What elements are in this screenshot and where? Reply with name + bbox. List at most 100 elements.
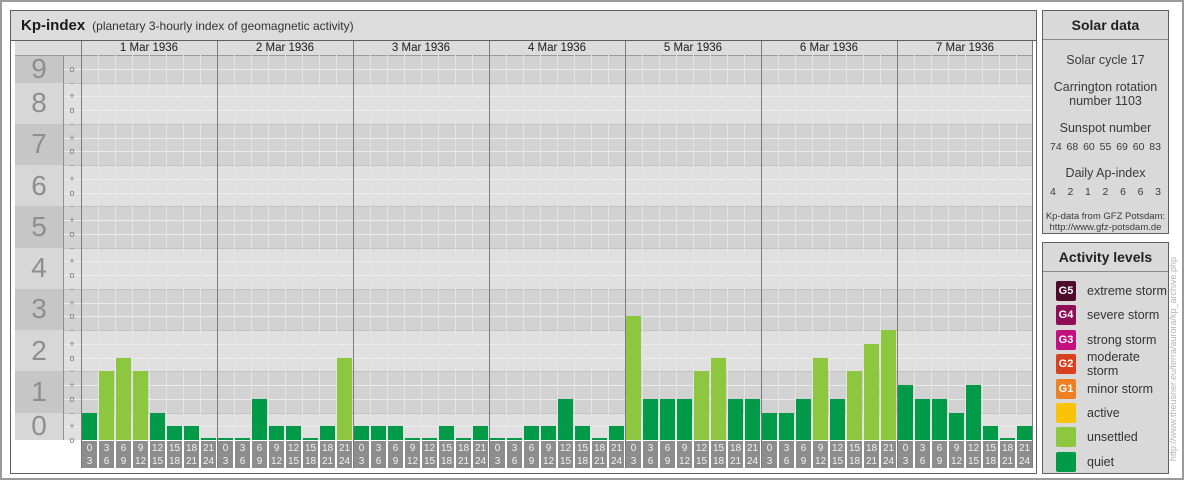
hour-label: 21 24: [745, 441, 760, 468]
y-axis-sublabel: +: [69, 132, 75, 143]
slot-gridline: [1016, 55, 1017, 440]
sunspot-value: 83: [1149, 141, 1161, 153]
hour-start: 9: [273, 443, 280, 454]
y-axis-sublabel: +: [69, 338, 75, 349]
slot-gridline: [812, 55, 813, 440]
kp-bar: [745, 398, 760, 440]
hour-end: 15: [423, 456, 436, 467]
kp-bar: [983, 426, 998, 440]
legend-label: minor storm: [1087, 381, 1153, 396]
hour-start: 0: [494, 443, 501, 454]
kp-bar: [524, 426, 539, 440]
hour-end: 15: [967, 456, 980, 467]
legend-row-unsettled: unsettled: [1056, 427, 1168, 448]
y-band-number-col: [15, 206, 63, 248]
day-separator-line: [625, 41, 626, 468]
legend-row-severe-storm: G4 severe storm: [1056, 305, 1168, 326]
hour-label: 21 24: [881, 441, 896, 468]
hour-start: 6: [256, 443, 263, 454]
solar-cycle-text: Solar cycle 17: [1066, 53, 1145, 67]
kp-bar: [490, 438, 505, 440]
g4-badge: G4: [1056, 305, 1076, 326]
activity-levels-panel: Activity levels G5 extreme storm G4 seve…: [1042, 242, 1169, 474]
kp-bar: [643, 398, 658, 440]
y-axis-sublabel: o: [69, 228, 75, 239]
hour-end: 3: [902, 456, 909, 467]
hour-start: 21: [474, 443, 487, 454]
hour-end: 9: [120, 456, 127, 467]
hour-end: 15: [831, 456, 844, 467]
kp-gridline: [63, 137, 1033, 139]
y-band-plot: [63, 288, 1033, 330]
slot-gridline: [387, 55, 388, 440]
y-band-number-col: [15, 55, 63, 83]
hour-end: 6: [103, 456, 110, 467]
slot-gridline: [98, 55, 99, 440]
y-axis-sublabel: o: [69, 393, 75, 404]
hour-end: 9: [392, 456, 399, 467]
hour-start: 6: [936, 443, 943, 454]
slot-gridline: [982, 55, 983, 440]
kp-gridline: [63, 178, 1033, 180]
y-axis-sublabel: +: [69, 421, 75, 432]
hour-start: 9: [681, 443, 688, 454]
hour-start: 21: [1018, 443, 1031, 454]
slot-gridline: [931, 55, 932, 440]
hour-end: 21: [865, 456, 878, 467]
hour-label: 12 15: [422, 441, 437, 468]
kp-bar: [354, 426, 369, 440]
hour-label: 21 24: [337, 441, 352, 468]
hour-end: 9: [800, 456, 807, 467]
slot-gridline: [948, 55, 949, 440]
kp-gridline: [63, 343, 1033, 345]
hour-start: 0: [222, 443, 229, 454]
day-separator-line: [897, 41, 898, 468]
kp-bar: [558, 398, 573, 440]
kp-gridline: [63, 398, 1033, 400]
y-axis-sublabel: +: [69, 91, 75, 102]
y-band-plot: [63, 82, 1033, 124]
y-axis-sublabel: +: [69, 380, 75, 390]
kp-bar: [609, 426, 624, 440]
hour-end: 12: [678, 456, 691, 467]
hour-start: 12: [423, 443, 436, 454]
kp-gridline: [63, 330, 1033, 331]
kp-gridline: [63, 165, 1033, 166]
slot-gridline: [285, 55, 286, 440]
date-header: 7 Mar 1936: [935, 42, 995, 54]
slot-gridline: [574, 55, 575, 440]
hour-start: 21: [610, 443, 623, 454]
kp-bar: [286, 426, 301, 440]
slot-gridline: [710, 55, 711, 440]
hour-start: 15: [168, 443, 181, 454]
slot-gridline: [438, 55, 439, 440]
date-header: 4 Mar 1936: [527, 42, 587, 54]
y-band-number-col: [15, 247, 63, 289]
hour-start: 6: [800, 443, 807, 454]
y-axis-sublabel: -: [70, 242, 74, 253]
kp-gridline: [63, 261, 1033, 263]
hour-start: 12: [559, 443, 572, 454]
hour-end: 6: [783, 456, 790, 467]
y-axis-number: 2: [31, 334, 47, 366]
slot-gridline: [166, 55, 167, 440]
kp-bar: [269, 426, 284, 440]
slot-gridline: [523, 55, 524, 440]
hour-end: 24: [746, 456, 759, 467]
hour-start: 18: [457, 443, 470, 454]
hour-start: 3: [103, 443, 110, 454]
y-axis-sublabel: o: [69, 435, 75, 445]
kp-gridline: [63, 288, 1033, 290]
ap-value: 6: [1137, 186, 1144, 198]
hour-end: 9: [936, 456, 943, 467]
y-axis-number: 4: [31, 252, 47, 284]
kp-bar: [99, 371, 114, 440]
y-axis-sublabel: -: [70, 160, 74, 170]
